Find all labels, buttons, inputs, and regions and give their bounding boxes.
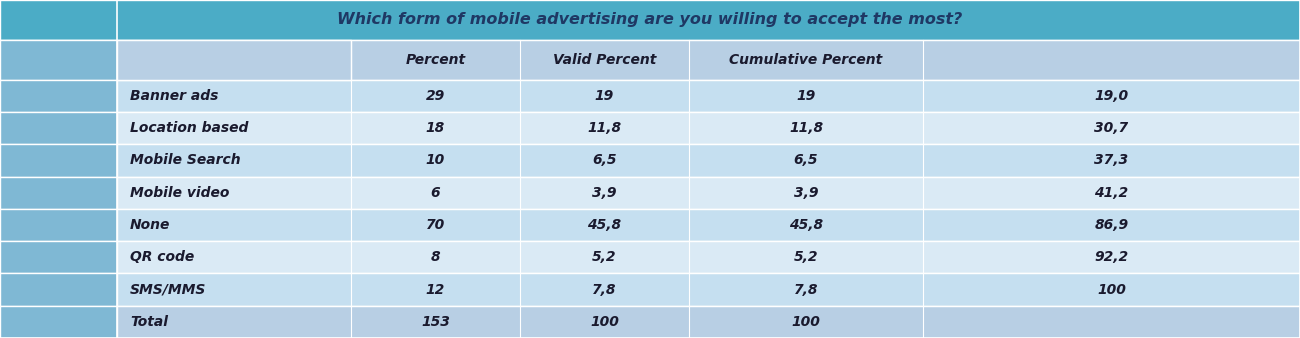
Text: 100: 100 <box>1097 283 1126 296</box>
Text: 100: 100 <box>590 315 619 329</box>
FancyBboxPatch shape <box>0 209 1300 241</box>
Text: 45,8: 45,8 <box>588 218 621 232</box>
Text: 30,7: 30,7 <box>1095 121 1128 135</box>
Text: 7,8: 7,8 <box>794 283 818 296</box>
Text: 45,8: 45,8 <box>789 218 823 232</box>
Text: 29: 29 <box>426 89 445 103</box>
FancyBboxPatch shape <box>0 273 117 306</box>
Text: Banner ads: Banner ads <box>130 89 218 103</box>
Text: None: None <box>130 218 170 232</box>
Text: 86,9: 86,9 <box>1095 218 1128 232</box>
FancyBboxPatch shape <box>0 40 1300 80</box>
FancyBboxPatch shape <box>0 176 117 209</box>
FancyBboxPatch shape <box>0 176 1300 209</box>
Text: 3,9: 3,9 <box>593 186 616 200</box>
Text: QR code: QR code <box>130 250 194 264</box>
FancyBboxPatch shape <box>0 273 1300 306</box>
Text: 153: 153 <box>421 315 450 329</box>
Text: 70: 70 <box>426 218 445 232</box>
Text: 12: 12 <box>426 283 445 296</box>
FancyBboxPatch shape <box>0 80 1300 112</box>
Text: 5,2: 5,2 <box>593 250 616 264</box>
Text: 6,5: 6,5 <box>593 153 616 167</box>
FancyBboxPatch shape <box>0 40 117 80</box>
FancyBboxPatch shape <box>0 306 1300 338</box>
Text: 5,2: 5,2 <box>794 250 818 264</box>
Text: Mobile video: Mobile video <box>130 186 229 200</box>
Text: 19: 19 <box>595 89 614 103</box>
FancyBboxPatch shape <box>117 40 351 80</box>
Text: 100: 100 <box>792 315 820 329</box>
FancyBboxPatch shape <box>0 80 117 112</box>
FancyBboxPatch shape <box>0 209 117 241</box>
Text: 3,9: 3,9 <box>794 186 818 200</box>
Text: 19,0: 19,0 <box>1095 89 1128 103</box>
Text: Mobile Search: Mobile Search <box>130 153 240 167</box>
Text: 6,5: 6,5 <box>794 153 818 167</box>
Text: 8: 8 <box>430 250 441 264</box>
FancyBboxPatch shape <box>0 241 117 273</box>
Text: 11,8: 11,8 <box>588 121 621 135</box>
Text: Valid Percent: Valid Percent <box>552 53 656 67</box>
Text: 11,8: 11,8 <box>789 121 823 135</box>
Text: 18: 18 <box>426 121 445 135</box>
Text: Location based: Location based <box>130 121 248 135</box>
Text: 92,2: 92,2 <box>1095 250 1128 264</box>
Text: SMS/MMS: SMS/MMS <box>130 283 207 296</box>
Text: Which form of mobile advertising are you willing to accept the most?: Which form of mobile advertising are you… <box>338 13 962 27</box>
Text: Percent: Percent <box>406 53 465 67</box>
Text: 7,8: 7,8 <box>593 283 616 296</box>
Text: Cumulative Percent: Cumulative Percent <box>729 53 883 67</box>
FancyBboxPatch shape <box>0 306 117 338</box>
FancyBboxPatch shape <box>0 112 117 144</box>
Text: 19: 19 <box>797 89 815 103</box>
FancyBboxPatch shape <box>0 144 1300 176</box>
Text: 37,3: 37,3 <box>1095 153 1128 167</box>
Text: Total: Total <box>130 315 168 329</box>
FancyBboxPatch shape <box>0 144 117 176</box>
FancyBboxPatch shape <box>0 0 1300 40</box>
Text: 10: 10 <box>426 153 445 167</box>
Text: 6: 6 <box>430 186 441 200</box>
Text: 41,2: 41,2 <box>1095 186 1128 200</box>
FancyBboxPatch shape <box>0 241 1300 273</box>
FancyBboxPatch shape <box>0 112 1300 144</box>
